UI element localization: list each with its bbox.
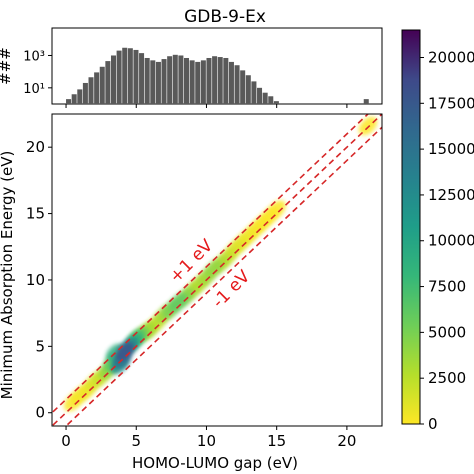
histogram-bar: [82, 82, 88, 104]
density-point: [358, 116, 378, 136]
histogram-bar: [167, 56, 173, 104]
histogram-bar: [273, 101, 279, 104]
histogram-bar: [66, 99, 72, 104]
reference-line: [52, 114, 370, 414]
histogram-bar: [105, 61, 111, 104]
histogram-bar: [212, 56, 218, 104]
histogram-bar: [139, 53, 145, 104]
histogram-bar: [110, 55, 116, 104]
colorbar-tick-label: 17500: [428, 94, 474, 112]
histogram-bar: [88, 77, 94, 104]
density-point: [169, 293, 188, 312]
histogram-bar: [161, 59, 167, 104]
colorbar-ticks: 0 2500 5000 7500 10000 12500 15000 17500 20000: [420, 48, 474, 433]
histogram-bar: [99, 66, 105, 104]
histogram-y-tick-label: 10¹: [23, 82, 45, 97]
histogram-bar: [240, 70, 246, 104]
colorbar-tick-label: 2500: [428, 369, 466, 387]
histogram-bar: [150, 60, 156, 104]
x-tick-label: 5: [131, 432, 141, 450]
x-tick-label: 10: [197, 432, 216, 450]
colorbar-tick-label: 0: [428, 415, 438, 433]
y-axis-label: Minimum Absorption Energy (eV): [0, 151, 16, 400]
colorbar-tick-label: 12500: [428, 186, 474, 204]
figure-title: GDB-9-Ex: [184, 7, 266, 27]
colorbar-tick-label: 20000: [428, 48, 474, 66]
histogram-bar: [363, 99, 369, 104]
histogram-bar: [200, 60, 206, 104]
scatter-x-ticks: 0 5 10 15 20: [61, 426, 356, 450]
histogram-bar: [217, 57, 223, 104]
histogram-bar: [178, 55, 184, 104]
histogram-bar: [116, 50, 122, 104]
scatter-y-ticks: 0 5 10 15 20: [26, 138, 52, 422]
x-tick-label: 20: [337, 432, 356, 450]
reference-lines: [52, 114, 382, 426]
colorbar-tick-label: 7500: [428, 278, 466, 296]
colorbar-tick-label: 10000: [428, 232, 474, 250]
histogram-panel: 10³ 10¹ ###: [0, 27, 383, 108]
histogram-bar: [172, 54, 178, 104]
x-axis-label: HOMO-LUMO gap (eV): [132, 454, 298, 472]
histogram-bar: [257, 87, 263, 104]
histogram-y-ticks: 10³ 10¹: [23, 49, 52, 97]
histogram-bar: [223, 57, 229, 104]
colorbar-gradient: [401, 29, 421, 425]
histogram-bar: [189, 60, 195, 104]
histogram-bar: [155, 61, 161, 104]
x-tick-label: 0: [61, 432, 71, 450]
histogram-bar: [127, 48, 133, 104]
histogram-bar: [268, 96, 274, 104]
histogram-bar: [228, 61, 234, 104]
histogram-bar: [262, 92, 268, 104]
histogram-bar: [77, 89, 83, 104]
y-tick-label: 10: [26, 271, 45, 289]
histogram-bar: [251, 81, 257, 104]
histogram-bar: [133, 49, 139, 104]
histogram-bar: [122, 47, 128, 104]
histogram-bar: [71, 94, 77, 104]
histogram-bar: [94, 72, 100, 104]
histogram-bar: [245, 75, 251, 104]
y-tick-label: 15: [26, 205, 45, 223]
y-tick-label: 5: [35, 337, 45, 355]
reference-line: [52, 114, 382, 426]
histogram-bar: [206, 57, 212, 104]
histogram-x-ticks: [65, 104, 348, 108]
colorbar-tick-label: 15000: [428, 140, 474, 158]
histogram-bar: [144, 57, 150, 104]
colorbar: 0 2500 5000 7500 10000 12500 15000 17500 20000: [401, 29, 474, 433]
histogram-bar: [184, 57, 190, 104]
reference-line: [64, 126, 382, 426]
scatter-border: [51, 113, 383, 427]
histogram-bar: [195, 61, 201, 104]
y-tick-label: 20: [26, 138, 45, 156]
x-tick-label: 15: [267, 432, 286, 450]
histogram-bar: [234, 65, 240, 104]
histogram-y-label: ###: [0, 47, 14, 85]
colorbar-tick-label: 5000: [428, 323, 466, 341]
y-tick-label: 0: [35, 404, 45, 422]
histogram-y-tick-label: 10³: [23, 49, 45, 64]
histogram-bars: [66, 47, 369, 104]
